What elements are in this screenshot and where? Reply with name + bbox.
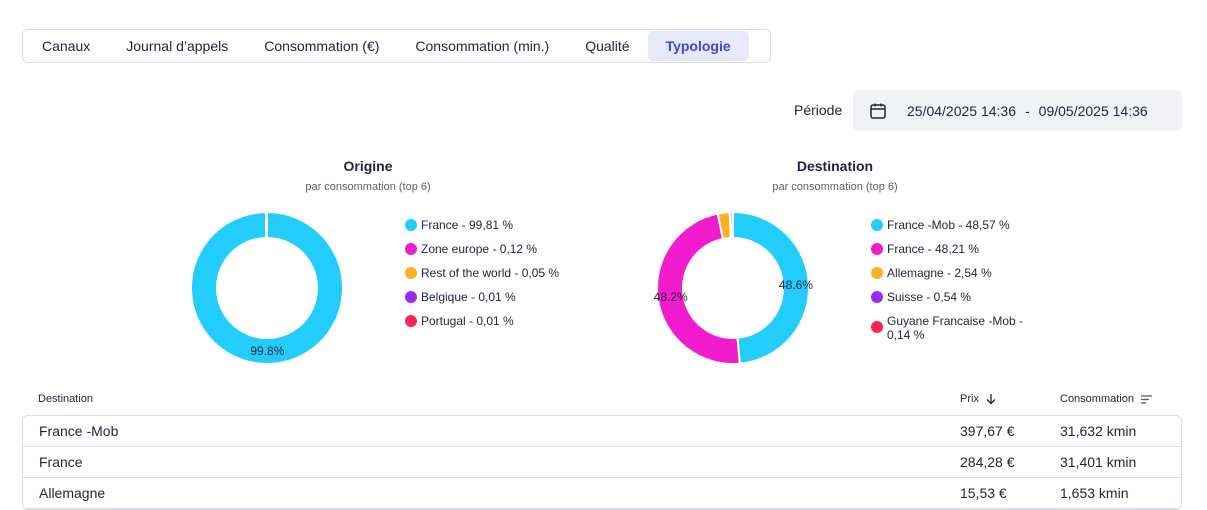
legend-item[interactable]: France -Mob - 48,57 % <box>871 218 1046 242</box>
legend-dot <box>871 267 883 279</box>
destination-legend: France -Mob - 48,57 % France - 48,21 % A… <box>871 218 1046 346</box>
legend-label: Rest of the world - 0,05 % <box>421 266 559 280</box>
legend-dot <box>871 321 883 333</box>
legend-dot <box>405 267 417 279</box>
legend-item[interactable]: France - 99,81 % <box>405 218 559 242</box>
tab-typologie[interactable]: Typologie <box>648 31 749 61</box>
legend-label: France -Mob - 48,57 % <box>887 218 1010 232</box>
column-header-consumption[interactable]: Consommation <box>1060 393 1153 405</box>
cell-price: 397,67 € <box>960 423 1015 439</box>
destination-table: France -Mob 397,67 € 31,632 kmin France … <box>22 415 1182 510</box>
donut-slice[interactable] <box>732 212 733 238</box>
legend-label: Portugal - 0,01 % <box>421 314 514 328</box>
origin-chart-subtitle: par consommation (top 6) <box>248 181 488 193</box>
legend-dot <box>405 243 417 255</box>
destination-chart-title: Destination <box>735 158 935 174</box>
legend-dot <box>871 219 883 231</box>
legend-label: Belgique - 0,01 % <box>421 290 516 304</box>
legend-dot <box>871 291 883 303</box>
origin-chart-title: Origine <box>268 158 468 174</box>
legend-item[interactable]: Rest of the world - 0,05 % <box>405 266 559 290</box>
calendar-icon <box>869 102 887 120</box>
period-picker[interactable]: 25/04/2025 14:36 - 09/05/2025 14:36 <box>853 90 1182 131</box>
cell-consumption: 31,632 kmin <box>1060 423 1136 439</box>
sort-icon <box>1140 394 1153 405</box>
column-header-label: Consommation <box>1060 393 1134 405</box>
cell-price: 15,53 € <box>960 485 1007 501</box>
legend-item[interactable]: Zone europe - 0,12 % <box>405 242 559 266</box>
period-start: 25/04/2025 14:36 <box>907 103 1016 119</box>
legend-item[interactable]: Belgique - 0,01 % <box>405 290 559 314</box>
legend-label: France - 48,21 % <box>887 242 979 256</box>
legend-label: Zone europe - 0,12 % <box>421 242 537 256</box>
tab-consommation-euro[interactable]: Consommation (€) <box>246 31 397 61</box>
destination-donut-chart: 48.6% 48.2% <box>656 211 810 365</box>
period-end: 09/05/2025 14:36 <box>1039 103 1148 119</box>
slice-label: 48.2% <box>654 290 688 304</box>
legend-label: Allemagne - 2,54 % <box>887 266 992 280</box>
origin-donut-chart: 99.8% <box>190 211 344 365</box>
legend-label: Suisse - 0,54 % <box>887 290 971 304</box>
legend-item[interactable]: Portugal - 0,01 % <box>405 314 559 338</box>
column-header-label: Destination <box>38 393 93 405</box>
table-row[interactable]: Allemagne 15,53 € 1,653 kmin <box>23 478 1181 509</box>
period-label: Période <box>794 102 842 118</box>
cell-consumption: 1,653 kmin <box>1060 485 1128 501</box>
slice-label: 48.6% <box>779 278 813 292</box>
legend-dot <box>405 219 417 231</box>
legend-dot <box>405 291 417 303</box>
tab-qualite[interactable]: Qualité <box>567 31 647 61</box>
legend-label: France - 99,81 % <box>421 218 513 232</box>
cell-consumption: 31,401 kmin <box>1060 454 1136 470</box>
arrow-down-icon <box>985 393 997 405</box>
cell-destination: Allemagne <box>39 485 105 501</box>
legend-item[interactable]: France - 48,21 % <box>871 242 1046 266</box>
cell-destination: France <box>39 454 83 470</box>
slice-label: 99.8% <box>250 344 284 358</box>
cell-price: 284,28 € <box>960 454 1015 470</box>
column-header-label: Prix <box>960 393 979 405</box>
tab-canaux[interactable]: Canaux <box>24 31 108 61</box>
column-header-price[interactable]: Prix <box>960 393 997 405</box>
legend-dot <box>405 315 417 327</box>
table-row[interactable]: France 284,28 € 31,401 kmin <box>23 447 1181 478</box>
legend-dot <box>871 243 883 255</box>
legend-item[interactable]: Guyane Francaise -Mob - 0,14 % <box>871 314 1046 346</box>
table-row[interactable]: France -Mob 397,67 € 31,632 kmin <box>23 416 1181 447</box>
origin-legend: France - 99,81 % Zone europe - 0,12 % Re… <box>405 218 559 338</box>
column-header-destination[interactable]: Destination <box>38 393 93 405</box>
tab-consommation-min[interactable]: Consommation (min.) <box>397 31 567 61</box>
period-separator: - <box>1025 103 1030 119</box>
destination-chart-subtitle: par consommation (top 6) <box>715 181 955 193</box>
tab-bar: Canaux Journal d’appels Consommation (€)… <box>22 29 771 63</box>
legend-label: Guyane Francaise -Mob - 0,14 % <box>887 314 1046 342</box>
cell-destination: France -Mob <box>39 423 118 439</box>
tab-journal-appels[interactable]: Journal d’appels <box>108 31 246 61</box>
legend-item[interactable]: Suisse - 0,54 % <box>871 290 1046 314</box>
legend-item[interactable]: Allemagne - 2,54 % <box>871 266 1046 290</box>
